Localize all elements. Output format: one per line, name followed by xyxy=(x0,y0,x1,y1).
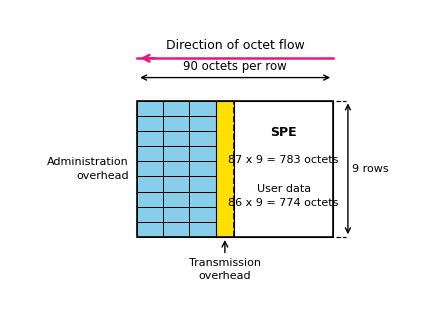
Text: 90 octets per row: 90 octets per row xyxy=(183,60,287,73)
Bar xyxy=(137,131,164,146)
Bar xyxy=(190,131,215,146)
Bar xyxy=(137,100,333,237)
Bar xyxy=(137,100,164,116)
Bar xyxy=(137,207,164,222)
Bar xyxy=(137,146,164,161)
Bar xyxy=(190,176,215,192)
Bar xyxy=(164,207,190,222)
Bar xyxy=(190,192,215,207)
Bar xyxy=(164,116,190,131)
Bar xyxy=(164,100,190,116)
Bar xyxy=(137,176,164,192)
Bar xyxy=(164,161,190,176)
Bar xyxy=(190,116,215,131)
Bar xyxy=(190,207,215,222)
Bar xyxy=(164,176,190,192)
Bar xyxy=(164,192,190,207)
Bar xyxy=(164,146,190,161)
Bar xyxy=(234,100,333,237)
Bar xyxy=(190,146,215,161)
Bar xyxy=(164,131,190,146)
Text: User data
86 x 9 = 774 octets: User data 86 x 9 = 774 octets xyxy=(228,184,339,208)
Bar xyxy=(190,100,215,116)
Bar xyxy=(190,161,215,176)
Bar xyxy=(137,116,164,131)
Bar xyxy=(137,161,164,176)
Bar xyxy=(137,192,164,207)
Bar xyxy=(164,222,190,237)
Bar xyxy=(137,222,164,237)
Text: SPE: SPE xyxy=(270,126,297,139)
Text: 9 rows: 9 rows xyxy=(352,164,389,174)
Text: Administration
overhead: Administration overhead xyxy=(47,157,129,181)
Text: Transmission
overhead: Transmission overhead xyxy=(189,258,261,281)
Text: 87 x 9 = 783 octets: 87 x 9 = 783 octets xyxy=(228,155,339,165)
Bar xyxy=(215,100,234,237)
Text: Direction of octet flow: Direction of octet flow xyxy=(166,39,304,52)
Bar xyxy=(190,222,215,237)
